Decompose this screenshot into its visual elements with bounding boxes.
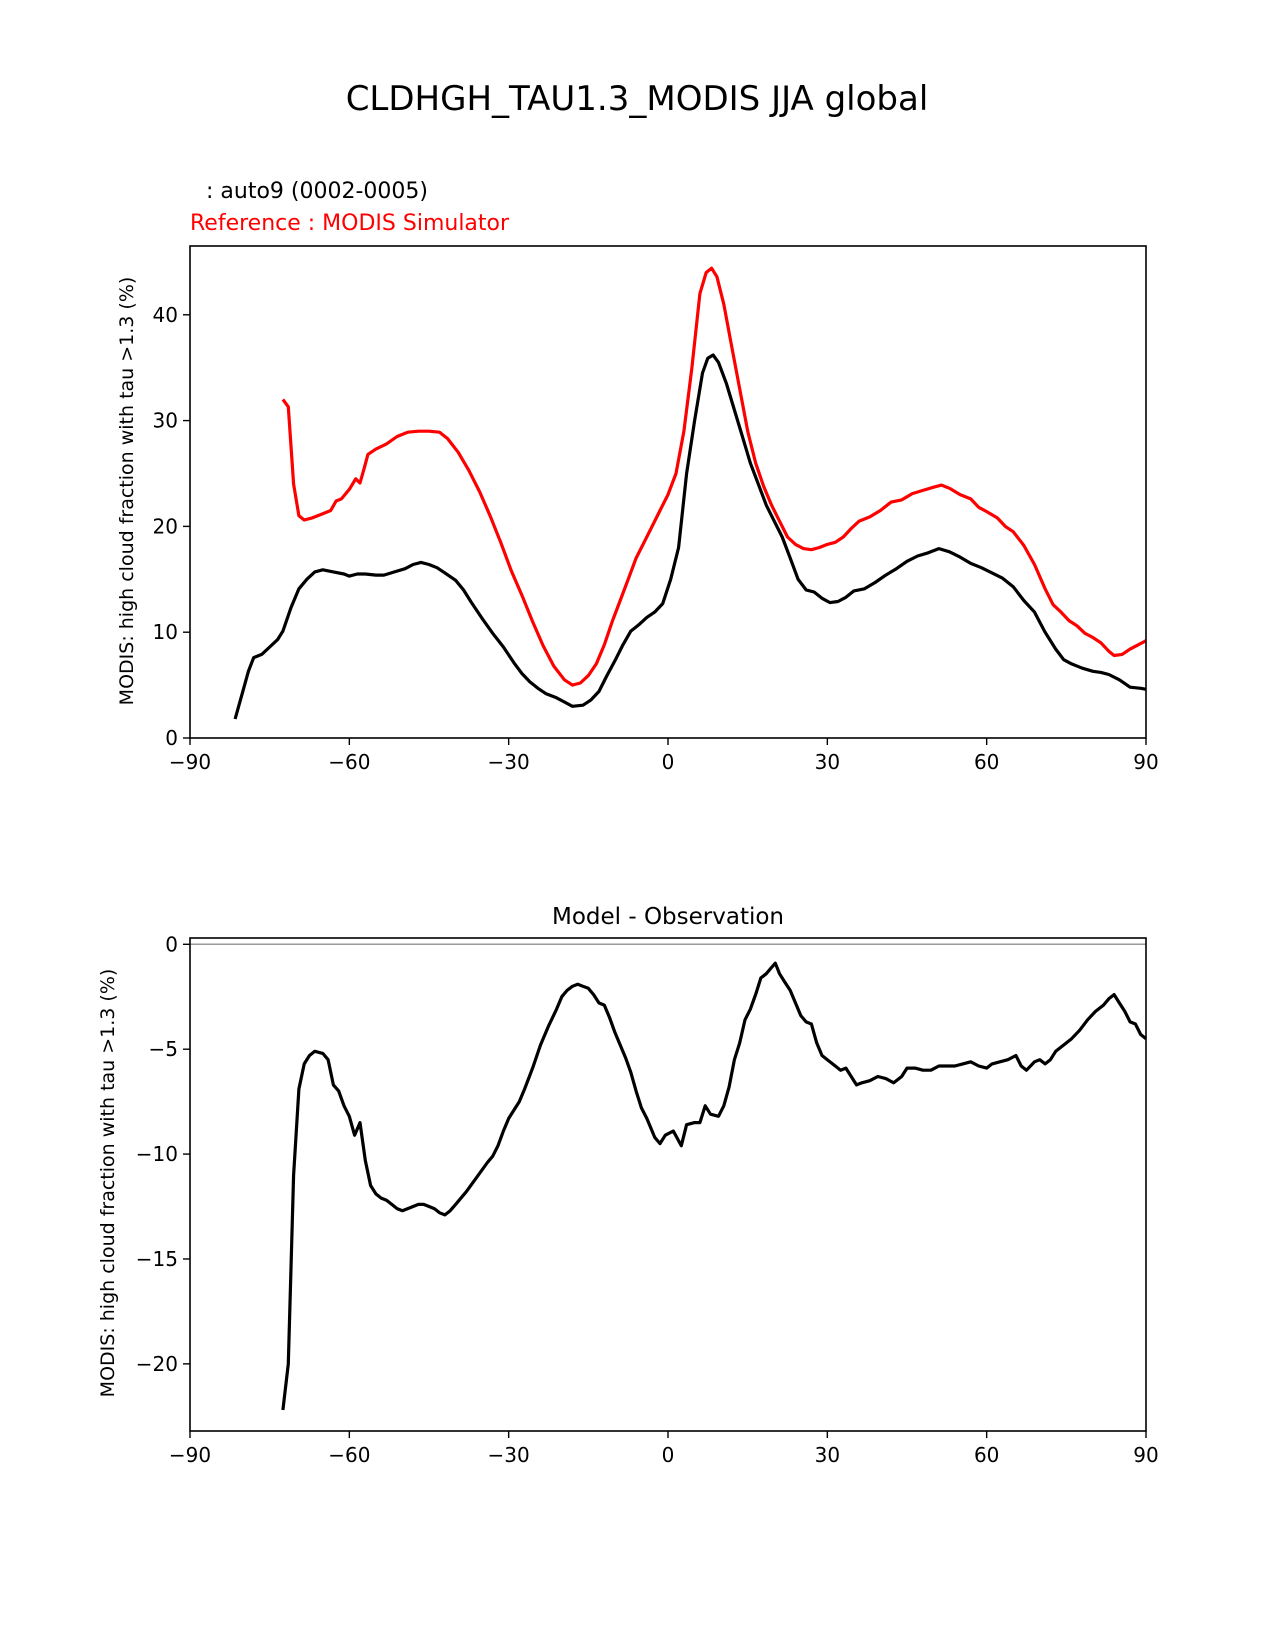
x-tick-label: −90 xyxy=(169,1443,211,1467)
legend-reference: Reference : MODIS Simulator xyxy=(190,211,510,236)
y-tick-label: 20 xyxy=(153,514,178,538)
x-tick-label: 0 xyxy=(662,1443,675,1467)
y-axis-label: MODIS: high cloud fraction with tau >1.3… xyxy=(116,277,138,706)
figure-title: CLDHGH_TAU1.3_MODIS JJA global xyxy=(346,79,929,119)
difference-series-line xyxy=(281,961,1147,1411)
data-lines xyxy=(190,943,1147,1411)
y-tick-label: 40 xyxy=(153,303,178,327)
test-series-line xyxy=(233,353,1147,720)
x-tick-label: 60 xyxy=(974,1443,999,1467)
x-tick-label: −60 xyxy=(328,1443,370,1467)
y-tick-label: −15 xyxy=(136,1247,178,1271)
y-tick-label: 0 xyxy=(165,726,178,750)
x-tick-label: 90 xyxy=(1133,1443,1158,1467)
x-tick-label: 90 xyxy=(1133,750,1158,774)
y-tick-label: 10 xyxy=(153,620,178,644)
y-tick-label: 0 xyxy=(165,932,178,956)
x-tick-label: −90 xyxy=(169,750,211,774)
plot-frame xyxy=(189,245,1147,739)
x-tick-label: 30 xyxy=(815,750,840,774)
x-tick-label: 30 xyxy=(815,1443,840,1467)
x-tick-label: −60 xyxy=(328,750,370,774)
x-tick-label: −30 xyxy=(488,750,530,774)
axis-ticks: −90 −60 −30 0 30 60 90 0 10 20 30 40 xyxy=(153,303,1159,774)
subplot-title: Model - Observation xyxy=(552,904,784,930)
reference-series-line xyxy=(281,266,1147,687)
x-tick-label: 60 xyxy=(974,750,999,774)
axis-ticks: −90 −60 −30 0 30 60 90 0 −5 −10 −15 −20 xyxy=(136,932,1159,1467)
y-tick-label: −10 xyxy=(136,1142,178,1166)
plot-frame xyxy=(189,937,1147,1432)
x-tick-label: −30 xyxy=(488,1443,530,1467)
y-tick-label: −20 xyxy=(136,1352,178,1376)
legend-test: : auto9 (0002-0005) xyxy=(206,179,428,204)
bottom-panel: Model - Observation MODIS: high cloud fr… xyxy=(97,904,1159,1467)
y-axis-label: MODIS: high cloud fraction with tau >1.3… xyxy=(97,969,119,1398)
x-tick-label: 0 xyxy=(662,750,675,774)
y-tick-label: −5 xyxy=(149,1037,178,1061)
y-tick-label: 30 xyxy=(153,409,178,433)
data-lines xyxy=(233,266,1147,720)
top-panel: : auto9 (0002-0005) Reference : MODIS Si… xyxy=(116,179,1159,774)
